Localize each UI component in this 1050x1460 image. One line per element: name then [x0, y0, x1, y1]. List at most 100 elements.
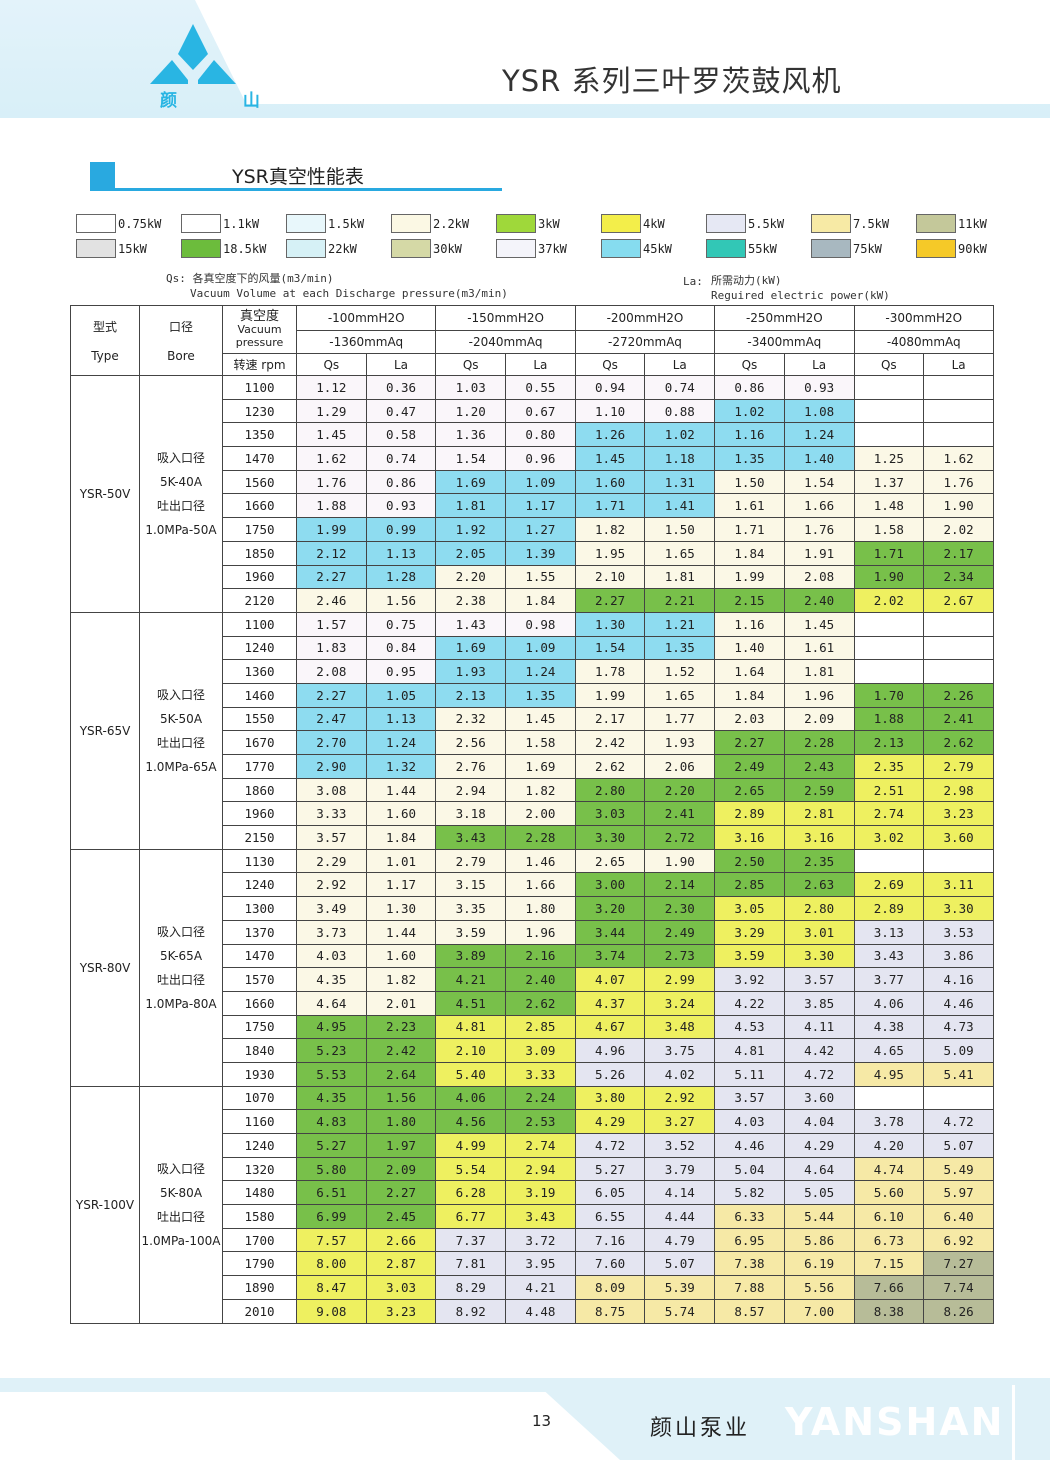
la-cell: 2.42 [365, 1038, 437, 1063]
legend-swatch [76, 239, 116, 258]
rpm-cell: 1240 [222, 872, 297, 898]
qs-cell: 1.29 [296, 398, 367, 424]
legend-item: 5.5kW [706, 214, 784, 233]
qs-cell: 4.07 [574, 967, 646, 992]
table-row: 1350 1.45 0.58 1.36 0.80 1.26 1.02 1.16 1.24 [71, 422, 994, 448]
qs-cell: 5.53 [296, 1061, 367, 1087]
qs-cell: 2.74 [853, 801, 925, 827]
legend-swatch [286, 239, 326, 258]
la-cell: 0.86 [365, 469, 437, 495]
qs-cell: 4.81 [435, 1014, 507, 1040]
rpm-cell: 1960 [222, 564, 297, 590]
la-cell: 3.86 [923, 943, 994, 969]
qs-cell: 2.27 [296, 564, 367, 590]
qs-cell: 4.51 [435, 990, 507, 1016]
qs-cell: 2.15 [714, 588, 785, 613]
la-cell: 3.57 [783, 967, 855, 992]
qs-cell: 3.43 [853, 943, 925, 969]
bore-spec: 吸入口径 5K-80A 吐出口径 1.0MPa-100A [139, 1085, 223, 1324]
qs-cell: 1.64 [714, 659, 785, 684]
la-cell: 0.98 [505, 611, 576, 637]
qs-cell: 3.08 [296, 777, 367, 803]
la-cell: 1.30 [365, 896, 437, 921]
la-cell: 5.97 [923, 1180, 994, 1206]
la-cell: 0.55 [505, 375, 576, 400]
pressure-h2o-header: -200mmH2O [574, 305, 716, 331]
la-cell: 5.39 [644, 1275, 716, 1300]
model-type: YSR-80V [70, 848, 140, 1087]
table-row: 1750 4.95 2.23 4.81 2.85 4.67 3.48 4.53 4.11 4.38… [71, 1014, 994, 1040]
la-cell: 0.96 [505, 446, 576, 471]
rpm-cell: 1860 [222, 777, 297, 803]
la-cell: 2.01 [365, 990, 437, 1016]
table-row: 1660 1.88 0.93 1.81 1.17 1.71 1.41 1.61 1.66 1.48… [71, 493, 994, 519]
la-cell: 2.17 [923, 540, 994, 566]
qs-cell: 1.25 [853, 446, 925, 471]
la-cell: 1.93 [644, 730, 716, 755]
la-cell: 2.14 [644, 872, 716, 898]
legend-item: 7.5kW [811, 214, 889, 233]
la-cell: 3.24 [644, 990, 716, 1016]
la-cell: 1.96 [505, 919, 576, 945]
la-cell: 2.30 [644, 896, 716, 921]
legend-item: 55kW [706, 239, 777, 258]
rpm-cell: 1550 [222, 706, 297, 732]
table-row: 1320 5.80 2.09 5.54 2.94 5.27 3.79 5.04 4.64 4.74… [71, 1156, 994, 1182]
la-cell [923, 398, 994, 424]
legend-label: 7.5kW [853, 216, 890, 231]
qs-cell: 3.57 [714, 1085, 785, 1111]
bore-line: 1.0MPa-80A [145, 996, 217, 1011]
la-cell: 7.74 [923, 1275, 994, 1300]
legend-label: 75kW [853, 241, 882, 256]
la-cell: 2.62 [923, 730, 994, 755]
rpm-cell: 1300 [222, 896, 297, 921]
la-cell: 1.45 [505, 706, 576, 732]
la-cell: 3.30 [783, 943, 855, 969]
la-cell: 1.84 [505, 588, 576, 613]
page-number: 13 [532, 1412, 552, 1430]
qs-cell: 6.73 [853, 1227, 925, 1253]
pressure-aq-header: -2720mmAq [574, 330, 716, 354]
legend-item: 11kW [916, 214, 987, 233]
table-row: 1670 2.70 1.24 2.56 1.58 2.42 1.93 2.27 2.28 2.13… [71, 730, 994, 755]
qs-cell [853, 635, 925, 661]
la-cell: 1.97 [365, 1133, 437, 1158]
bore-line: 吐出口径 [156, 1209, 205, 1224]
la-cell: 2.72 [644, 825, 716, 850]
legend-label: 3kW [538, 216, 560, 231]
rpm-cell: 1890 [222, 1275, 297, 1300]
qs-cell: 4.83 [296, 1109, 367, 1134]
qs-cell: 7.57 [296, 1227, 367, 1253]
legend-swatch [391, 214, 431, 233]
rpm-cell: 1370 [222, 919, 297, 945]
qs-cell: 1.76 [296, 469, 367, 495]
la-cell: 1.81 [783, 659, 855, 684]
qs-cell: 4.96 [574, 1038, 646, 1063]
la-cell: 4.44 [644, 1204, 716, 1229]
brand-name-en: YANSHAN [785, 1400, 1005, 1444]
table-row: 1960 2.27 1.28 2.20 1.55 2.10 1.81 1.99 2.08 1.90… [71, 564, 994, 590]
rpm-cell: 1470 [222, 446, 297, 471]
la-cell: 2.40 [783, 588, 855, 613]
qs-cell: 3.13 [853, 919, 925, 945]
qs-cell: 8.75 [574, 1298, 646, 1324]
qs-cell: 4.46 [714, 1133, 785, 1158]
section-underline [90, 188, 502, 191]
qs-cell: 1.84 [714, 540, 785, 566]
qs-cell: 3.49 [296, 896, 367, 921]
la-cell: 0.47 [365, 398, 437, 424]
legend-item: 1.1kW [181, 214, 259, 233]
qs-header: Qs [714, 353, 785, 376]
qs-cell: 3.89 [435, 943, 507, 969]
qs-cell: 2.92 [296, 872, 367, 898]
la-cell: 4.73 [923, 1014, 994, 1040]
la-cell: 1.17 [505, 493, 576, 519]
la-cell: 2.43 [783, 754, 855, 779]
table-row: 1460 2.27 1.05 2.13 1.35 1.99 1.65 1.84 1.96 1.70… [71, 682, 994, 708]
la-cell: 2.92 [644, 1085, 716, 1111]
model-type: YSR-65V [70, 611, 140, 850]
la-cell: 1.45 [783, 611, 855, 637]
qs-cell: 1.78 [574, 659, 646, 684]
qs-cell: 1.69 [435, 635, 507, 661]
qs-cell: 2.17 [574, 706, 646, 732]
